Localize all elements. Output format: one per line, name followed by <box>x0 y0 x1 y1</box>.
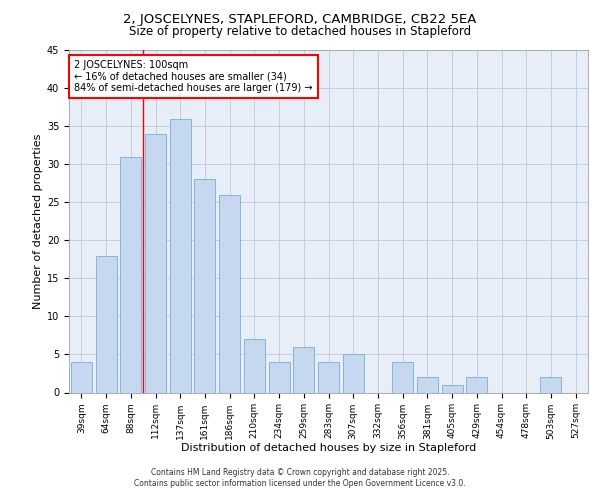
Bar <box>318 362 339 392</box>
Bar <box>194 180 215 392</box>
Bar <box>269 362 290 392</box>
Bar <box>293 347 314 393</box>
Text: Size of property relative to detached houses in Stapleford: Size of property relative to detached ho… <box>129 25 471 38</box>
Bar <box>170 118 191 392</box>
Bar <box>392 362 413 392</box>
Bar <box>343 354 364 393</box>
Bar <box>120 156 141 392</box>
Bar <box>244 339 265 392</box>
Bar <box>95 256 116 392</box>
Bar <box>219 194 240 392</box>
Bar <box>417 378 438 392</box>
Bar <box>442 385 463 392</box>
Text: 2 JOSCELYNES: 100sqm
← 16% of detached houses are smaller (34)
84% of semi-detac: 2 JOSCELYNES: 100sqm ← 16% of detached h… <box>74 60 313 94</box>
Bar <box>145 134 166 392</box>
Bar <box>71 362 92 392</box>
Text: 2, JOSCELYNES, STAPLEFORD, CAMBRIDGE, CB22 5EA: 2, JOSCELYNES, STAPLEFORD, CAMBRIDGE, CB… <box>124 12 476 26</box>
Bar <box>541 378 562 392</box>
Y-axis label: Number of detached properties: Number of detached properties <box>32 134 43 309</box>
Text: Contains HM Land Registry data © Crown copyright and database right 2025.
Contai: Contains HM Land Registry data © Crown c… <box>134 468 466 487</box>
Bar <box>466 378 487 392</box>
X-axis label: Distribution of detached houses by size in Stapleford: Distribution of detached houses by size … <box>181 443 476 453</box>
